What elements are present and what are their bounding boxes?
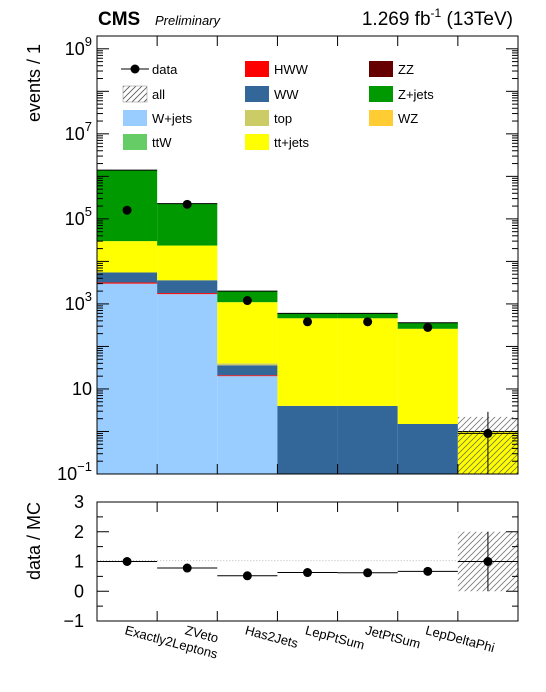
ratio-point-3 bbox=[303, 568, 312, 578]
y-axis-label: events / 1 bbox=[24, 44, 44, 122]
ratio-points bbox=[122, 557, 493, 581]
data-point-2 bbox=[242, 296, 252, 306]
bar-Wjets-0 bbox=[97, 283, 158, 474]
bar-HWW-2 bbox=[217, 375, 278, 377]
legend-label-HWW: HWW bbox=[274, 62, 309, 77]
legend: data HWW ZZ all WW Z+jets W+jets top WZ ttW tt+jet… bbox=[121, 61, 434, 150]
main-plot: 10−1 10 103 105 107 109 events / 1 data HWW ZZ a… bbox=[24, 34, 519, 484]
y-tick-label: 105 bbox=[65, 204, 92, 229]
ratio-point-5 bbox=[423, 566, 433, 576]
ratio-uncertainty-band bbox=[97, 531, 518, 592]
category-label-4: JetPtSum bbox=[364, 622, 422, 651]
stacked-bars bbox=[97, 169, 518, 474]
legend-swatch-top bbox=[245, 110, 269, 126]
legend-swatch-ttjets bbox=[245, 134, 269, 150]
ratio-point-6 bbox=[483, 557, 493, 566]
bar-Zjets-1 bbox=[157, 203, 218, 246]
y-tick-label: 107 bbox=[65, 119, 92, 144]
ratio-reference-lines bbox=[97, 531, 518, 592]
ratio-point-0 bbox=[122, 557, 132, 566]
bar-Zjets-0 bbox=[97, 170, 158, 242]
bar-ttjets-2 bbox=[217, 302, 278, 364]
bar-ttjets-0 bbox=[97, 241, 158, 273]
bar-Zjets-4 bbox=[337, 313, 398, 319]
data-point-5 bbox=[423, 322, 433, 332]
legend-swatch-WZ bbox=[369, 110, 393, 126]
x-axis-ticks bbox=[96, 36, 519, 474]
bar-ttjets-1 bbox=[157, 245, 218, 281]
bar-WW-0 bbox=[97, 272, 158, 283]
data-points bbox=[122, 199, 518, 474]
ratio-point-4 bbox=[363, 568, 373, 578]
bar-ttjets-5 bbox=[397, 328, 458, 424]
data-point-1 bbox=[182, 199, 192, 209]
bar-ttjets-3 bbox=[277, 318, 338, 406]
ratio-y-tick-label: −1 bbox=[63, 611, 84, 631]
ratio-plot-frame bbox=[96, 501, 519, 622]
legend-label-ZZ: ZZ bbox=[398, 62, 414, 77]
legend-swatch-ZZ bbox=[369, 61, 393, 77]
category-label-5: LepDeltaPhi bbox=[424, 622, 496, 655]
legend-swatch-Zjets bbox=[369, 86, 393, 102]
bar-WW-3 bbox=[277, 405, 338, 474]
bar-HWW-0 bbox=[97, 282, 158, 284]
data-point-6 bbox=[483, 428, 493, 438]
main-plot-frame bbox=[96, 35, 519, 475]
category-label-2: Has2Jets bbox=[244, 622, 301, 651]
legend-label-data: data bbox=[152, 62, 178, 77]
legend-label-top: top bbox=[274, 111, 292, 126]
ratio-y-tick-label: 1 bbox=[74, 552, 84, 572]
ratio-y-axis-ticks: −1 0 1 2 3 bbox=[63, 492, 518, 631]
bar-WW-2 bbox=[217, 365, 278, 376]
y-tick-label: 109 bbox=[65, 34, 92, 59]
bar-WW-1 bbox=[157, 280, 218, 294]
category-label-3: LepPtSum bbox=[304, 622, 367, 652]
bar-ttjets-4 bbox=[337, 318, 398, 406]
bar-WW-4 bbox=[337, 405, 398, 474]
legend-label-ttW: ttW bbox=[152, 135, 172, 150]
ratio-y-axis-label: data / MC bbox=[24, 502, 44, 580]
data-point-4 bbox=[363, 317, 373, 327]
legend-swatch-ttW bbox=[123, 134, 147, 150]
legend-marker-data bbox=[130, 64, 140, 74]
data-point-0 bbox=[122, 205, 132, 215]
ratio-y-tick-label: 0 bbox=[74, 581, 84, 601]
y-tick-label: 10 bbox=[72, 379, 92, 399]
y-tick-label: 10−1 bbox=[57, 459, 92, 484]
status-label: Preliminary bbox=[155, 13, 222, 28]
legend-swatch-WW bbox=[245, 86, 269, 102]
ratio-y-tick-label: 2 bbox=[74, 522, 84, 542]
legend-swatch-all bbox=[122, 85, 148, 103]
legend-label-WW: WW bbox=[274, 87, 299, 102]
bar-Zjets-3 bbox=[277, 313, 338, 319]
bar-WW-5 bbox=[397, 423, 458, 474]
data-point-3 bbox=[303, 317, 312, 327]
bar-HWW-1 bbox=[157, 293, 218, 295]
ratio-y-tick-label: 3 bbox=[74, 492, 84, 512]
legend-swatch-HWW bbox=[245, 61, 269, 77]
bar-Wjets-2 bbox=[217, 376, 278, 474]
bar-top-2 bbox=[217, 363, 278, 366]
legend-label-Zjets: Z+jets bbox=[398, 87, 434, 102]
ratio-point-2 bbox=[242, 571, 252, 581]
ratio-point-1 bbox=[182, 563, 192, 573]
legend-label-WZ: WZ bbox=[398, 111, 418, 126]
legend-label-all: all bbox=[152, 87, 165, 102]
lumi-label: 1.269 fb-1 (13TeV) bbox=[362, 6, 513, 30]
bar-Wjets-1 bbox=[157, 294, 218, 474]
ratio-x-axis-ticks bbox=[96, 502, 519, 621]
legend-swatch-Wjets bbox=[123, 110, 147, 126]
experiment-label: CMS bbox=[98, 9, 140, 30]
y-tick-label: 103 bbox=[65, 289, 92, 314]
y-axis-ticks: 10−1 10 103 105 107 109 bbox=[57, 34, 518, 484]
legend-label-Wjets: W+jets bbox=[152, 111, 193, 126]
legend-label-ttjets: tt+jets bbox=[274, 135, 310, 150]
